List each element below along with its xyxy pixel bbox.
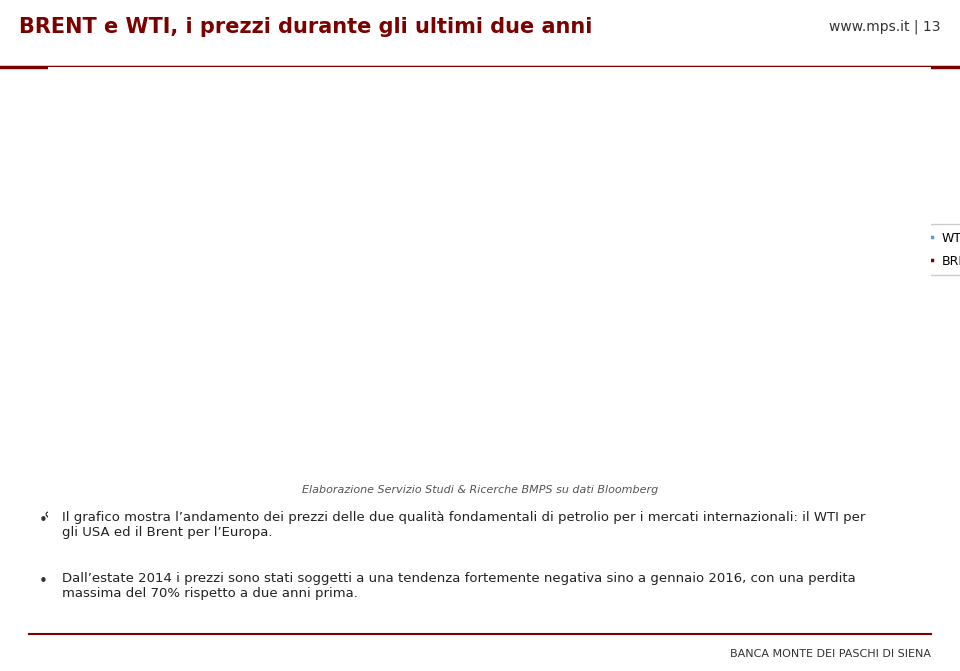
Legend: WTI, BRENT: WTI, BRENT <box>899 224 960 275</box>
Text: BRENT e WTI, i prezzi durante gli ultimi due anni: BRENT e WTI, i prezzi durante gli ultimi… <box>19 17 592 37</box>
Text: Dall’estate 2014 i prezzi sono stati soggetti a una tendenza fortemente negativa: Dall’estate 2014 i prezzi sono stati sog… <box>62 572 856 600</box>
Text: www.mps.it | 13: www.mps.it | 13 <box>829 19 941 34</box>
FancyBboxPatch shape <box>39 62 940 633</box>
Text: BANCA MONTE DEI PASCHI DI SIENA: BANCA MONTE DEI PASCHI DI SIENA <box>731 649 931 659</box>
Text: •: • <box>38 574 47 588</box>
Title: WTI e BRENT, serie storica 2014-2016 (USD/bl.): WTI e BRENT, serie storica 2014-2016 (US… <box>307 68 672 83</box>
Text: •: • <box>38 513 47 528</box>
Text: Elaborazione Servizio Studi & Ricerche BMPS su dati Bloomberg: Elaborazione Servizio Studi & Ricerche B… <box>301 485 659 495</box>
Text: Il grafico mostra l’andamento dei prezzi delle due qualità fondamentali di petro: Il grafico mostra l’andamento dei prezzi… <box>62 511 866 539</box>
